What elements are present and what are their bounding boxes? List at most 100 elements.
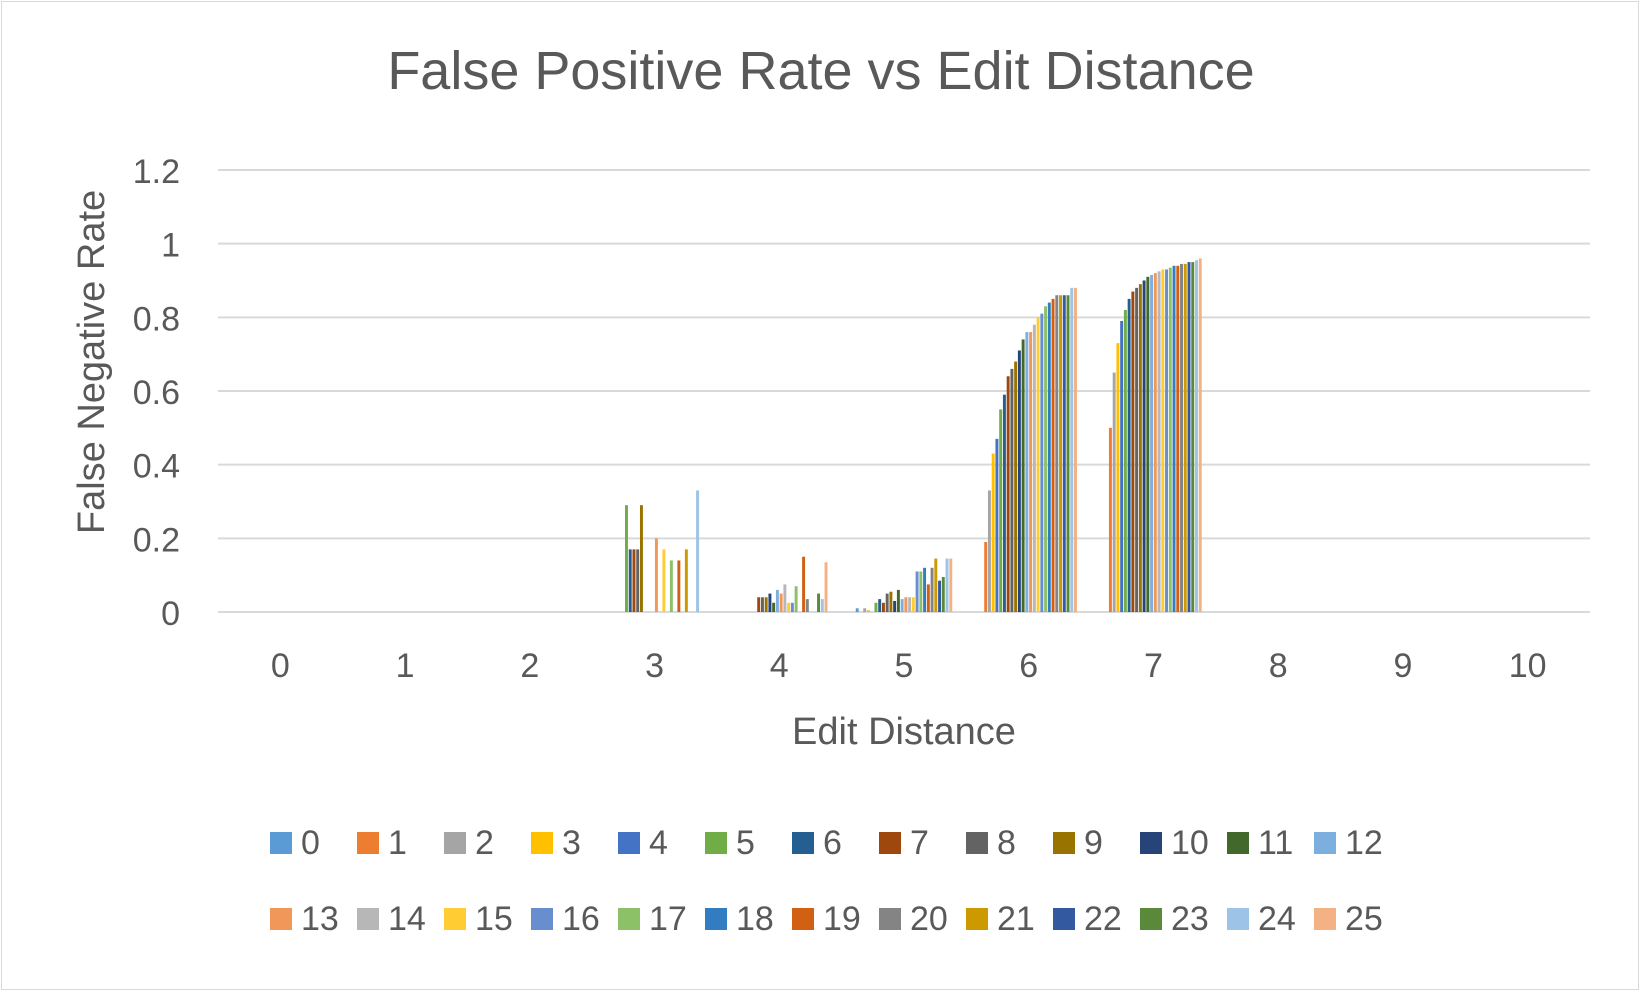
bar xyxy=(662,549,666,612)
legend-swatch xyxy=(966,832,988,854)
bar xyxy=(1146,276,1150,612)
bar xyxy=(1059,295,1063,612)
bar xyxy=(1120,321,1124,612)
bar xyxy=(908,597,912,612)
bar xyxy=(779,593,783,612)
x-tick-label: 10 xyxy=(1509,647,1547,685)
bar xyxy=(1055,295,1059,612)
legend-swatch xyxy=(966,908,988,930)
bar xyxy=(896,589,900,612)
legend-item: 13 xyxy=(270,900,339,938)
legend-label: 25 xyxy=(1345,900,1383,938)
bar xyxy=(863,608,867,612)
legend-swatch xyxy=(792,832,814,854)
bar xyxy=(911,597,915,612)
legend-swatch xyxy=(270,832,292,854)
gridlines xyxy=(218,169,1590,613)
legend-label: 18 xyxy=(736,900,774,938)
bar xyxy=(1172,265,1176,612)
bar xyxy=(1074,287,1077,612)
x-tick-label: 7 xyxy=(1144,647,1163,685)
legend-swatch xyxy=(618,832,640,854)
legend-swatch xyxy=(879,908,901,930)
legend-swatch xyxy=(705,908,727,930)
bar xyxy=(625,505,628,612)
bar xyxy=(654,538,658,612)
bar xyxy=(775,589,779,612)
bar xyxy=(1176,265,1180,612)
legend-label: 10 xyxy=(1171,824,1209,862)
bar xyxy=(1123,309,1127,612)
legend-item: 4 xyxy=(618,824,668,862)
x-axis-ticks: 0 1 2 3 4 5 6 7 8 9 10 xyxy=(271,647,1547,685)
y-axis-ticks: 0 0.2 0.4 0.6 0.8 1 1.2 xyxy=(133,153,180,633)
bar xyxy=(1161,269,1165,612)
bar xyxy=(999,409,1003,612)
legend-item: 5 xyxy=(705,824,755,862)
legend-label: 12 xyxy=(1345,824,1383,862)
bar xyxy=(1168,267,1172,612)
legend-item: 20 xyxy=(879,900,948,938)
bar xyxy=(1021,339,1025,612)
bar xyxy=(1010,368,1014,612)
bar xyxy=(1142,280,1146,612)
bar xyxy=(874,602,878,612)
bar xyxy=(669,560,673,612)
bar xyxy=(1051,298,1055,612)
bar xyxy=(881,602,885,612)
legend-swatch xyxy=(357,832,379,854)
bar xyxy=(915,571,919,612)
bar xyxy=(930,567,934,612)
legend-item: 24 xyxy=(1227,900,1296,938)
bar xyxy=(889,591,893,612)
bar xyxy=(1116,343,1120,612)
bar xyxy=(794,586,798,612)
bar xyxy=(805,599,809,612)
bar xyxy=(904,597,908,612)
legend-item: 22 xyxy=(1053,900,1122,938)
legend-item: 0 xyxy=(270,824,320,862)
legend-swatch xyxy=(618,908,640,930)
bar xyxy=(760,597,764,612)
legend-swatch xyxy=(1053,832,1075,854)
bar xyxy=(926,584,930,612)
y-axis-label: False Negative Rate xyxy=(71,190,113,534)
bar xyxy=(1040,313,1044,612)
legend-item: 11 xyxy=(1227,824,1293,862)
bar xyxy=(684,549,688,612)
bar xyxy=(1014,361,1018,612)
bar xyxy=(757,597,761,612)
x-tick-label: 4 xyxy=(770,647,789,685)
bar xyxy=(1191,262,1195,612)
bar xyxy=(1150,274,1154,612)
bar xyxy=(949,558,953,612)
bar xyxy=(1198,258,1202,612)
x-tick-label: 5 xyxy=(895,647,914,685)
legend-label: 20 xyxy=(910,900,948,938)
legend-swatch xyxy=(1053,908,1075,930)
legend-item: 18 xyxy=(705,900,774,938)
y-tick-label: 0.2 xyxy=(133,521,180,559)
bar xyxy=(783,584,787,612)
bar xyxy=(1108,427,1112,612)
bar xyxy=(938,580,942,612)
legend-item: 10 xyxy=(1140,824,1209,862)
legend-label: 16 xyxy=(562,900,600,938)
legend-label: 9 xyxy=(1084,824,1103,862)
y-tick-label: 0 xyxy=(161,595,180,633)
bars xyxy=(625,258,1202,612)
bar xyxy=(991,453,995,612)
legend-item: 1 xyxy=(357,824,407,862)
legend-label: 1 xyxy=(388,824,407,862)
legend-swatch xyxy=(1314,908,1336,930)
bar xyxy=(866,610,870,612)
legend-item: 19 xyxy=(792,900,861,938)
legend-label: 21 xyxy=(997,900,1035,938)
bar xyxy=(636,549,640,612)
legend-label: 0 xyxy=(301,824,320,862)
bar xyxy=(1002,394,1006,612)
legend-swatch xyxy=(1314,832,1336,854)
legend-item: 6 xyxy=(792,824,842,862)
